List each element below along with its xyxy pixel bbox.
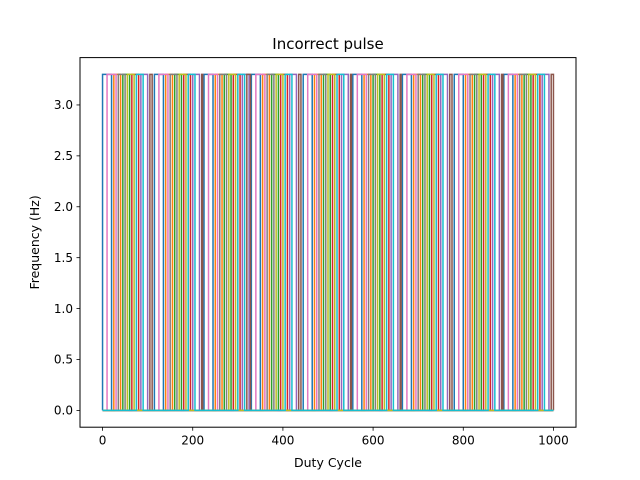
y-tick-label: 2.0	[54, 200, 73, 214]
y-tick-label: 1.5	[54, 251, 73, 265]
x-tick-label: 200	[181, 434, 204, 448]
x-tick-label: 800	[452, 434, 475, 448]
y-tick-label: 1.0	[54, 302, 73, 316]
y-tick-label: 0.0	[54, 404, 73, 418]
y-axis-label: Frequency (Hz)	[27, 195, 42, 289]
pulse-series-line-6	[102, 73, 554, 412]
x-tick-label: 600	[362, 434, 385, 448]
y-tick-label: 3.0	[54, 98, 73, 112]
chart-title: Incorrect pulse	[272, 35, 383, 53]
x-tick-label: 400	[271, 434, 294, 448]
pulse-series-line-9	[102, 73, 554, 412]
x-axis-ticks: 0 200 400 600 800 1000	[99, 427, 569, 448]
pulse-series-line-8	[102, 73, 554, 412]
x-tick-label: 0	[99, 434, 107, 448]
x-tick-label: 1000	[538, 434, 569, 448]
pulse-series-line-7	[102, 73, 554, 412]
x-axis-label: Duty Cycle	[294, 455, 362, 470]
plot-frame	[79, 57, 577, 428]
y-tick-label: 2.5	[54, 149, 73, 163]
pulse-series-line-5	[102, 73, 555, 412]
y-axis-ticks: 0.0 0.5 1.0 1.5 2.0 2.5 3.0	[54, 98, 80, 418]
plot-series	[101, 73, 555, 412]
y-tick-label: 0.5	[54, 353, 73, 367]
